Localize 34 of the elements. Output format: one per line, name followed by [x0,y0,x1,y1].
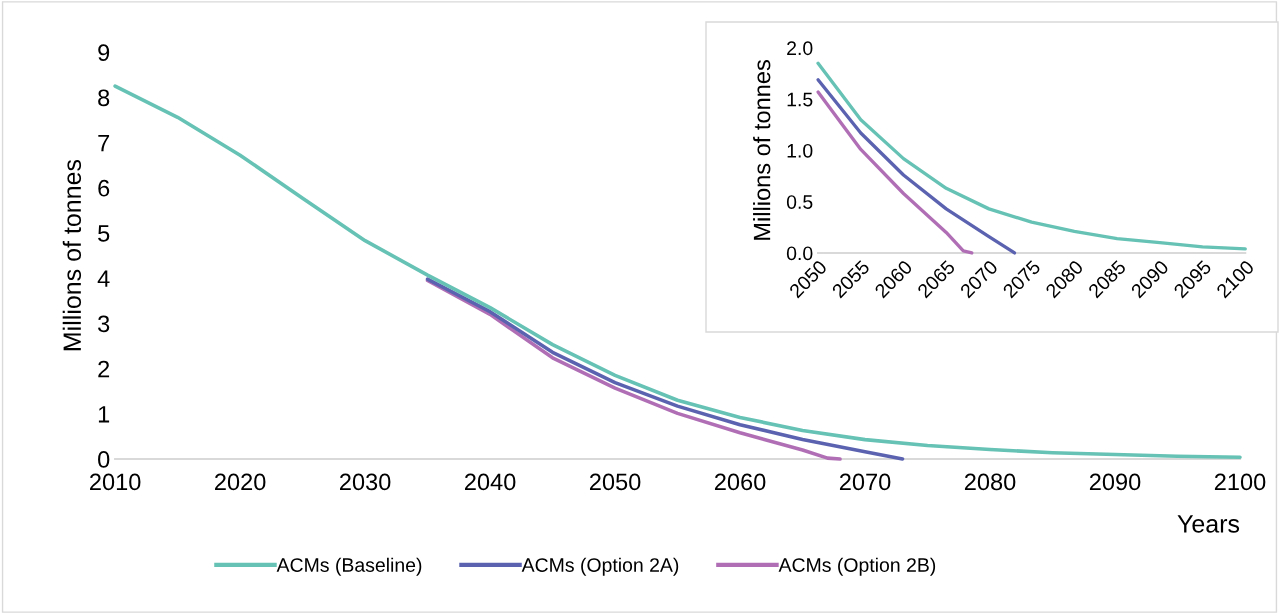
y-tick-label: 4 [97,270,110,287]
y-tick-label: 0.0 [786,246,813,261]
x-tick-label: 2010 [90,473,141,491]
y-tick-label: 2.0 [787,41,813,56]
x-tick-label: 2100 [1214,473,1266,491]
line-series [816,90,974,255]
x-tick-label: 2020 [215,473,266,491]
y-tick-label: 6 [98,179,110,197]
legend-label: ACMs (Option 2B) [778,557,936,576]
y-tick-label: 1.0 [787,143,813,158]
y-tick-label: 0 [98,451,110,468]
y-axis-title: Millions of tonnes [753,60,771,240]
y-tick-label: 9 [98,44,110,61]
x-tick-label: 2060 [714,473,766,491]
line-series [816,78,1017,255]
x-tick-label: 2080 [964,473,1016,491]
y-tick-label: 0.5 [786,195,813,209]
legend-label: ACMs (Option 2A) [521,557,679,576]
y-tick-label: 3 [98,315,110,333]
y-axis-title: Millions of tonnes [62,159,82,351]
x-tick-label: 2030 [340,473,391,491]
y-tick-label: 5 [98,225,110,242]
y-tick-label: 1 [98,406,110,423]
legend-label: ACMs (Baseline) [276,557,422,576]
x-tick-label: 2050 [589,473,641,491]
x-axis-title: Years [1177,515,1240,533]
y-tick-label: 7 [98,134,110,152]
y-tick-label: 1.5 [787,92,813,107]
x-tick-label: 2090 [1089,473,1141,491]
line-series [816,61,1247,251]
y-tick-label: 2 [98,360,110,378]
x-tick-label: 2040 [465,473,516,491]
x-tick-label: 2070 [839,473,891,491]
y-tick-label: 8 [98,89,110,107]
